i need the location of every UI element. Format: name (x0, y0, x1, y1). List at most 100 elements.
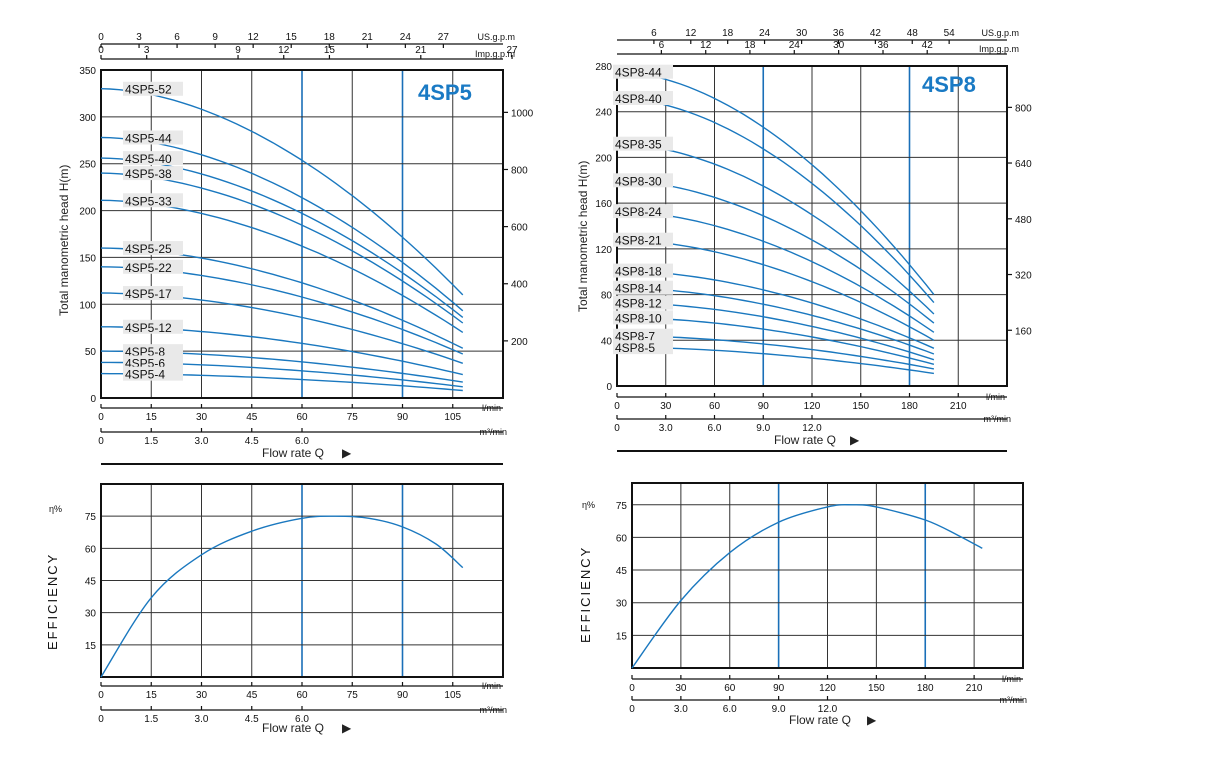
x-unit-us: US.g.p.m (981, 28, 1019, 38)
y2-tick-label: 640 (1015, 159, 1032, 170)
x-tick-label-m3: 1.5 (144, 714, 158, 725)
series-line (100, 515, 464, 678)
x-tick-label-m3: 12.0 (802, 423, 822, 434)
x-tick-label-lmin: 180 (901, 401, 918, 412)
series-label: 4SP5-38 (125, 167, 172, 181)
series-label: 4SP5-17 (125, 287, 172, 301)
series-label-bg (123, 166, 183, 181)
x-tick-label-imp: 0 (98, 45, 104, 56)
y-tick-label: 15 (85, 641, 97, 652)
x-tick-label-lmin: 60 (709, 401, 721, 412)
x-tick-label-m3: 12.0 (818, 704, 838, 715)
x-tick-label-us: 54 (944, 28, 956, 39)
efficiency-axis-label-4sp5: EFFICIENCY (45, 553, 60, 650)
flow-label-4sp5-head: Flow rate Q (262, 446, 324, 460)
x-tick-label-us: 6 (651, 28, 657, 39)
x-tick-label-imp: 9 (235, 45, 241, 56)
x-tick-label-imp: 18 (744, 40, 756, 51)
y-tick-label: 150 (79, 253, 96, 264)
x-tick-label-lmin: 105 (444, 690, 461, 701)
series-label-bg (613, 91, 673, 105)
x-unit-lmin: l/min (482, 681, 501, 691)
series-label-bg (613, 280, 673, 295)
series-label-bg (613, 310, 673, 325)
series-label: 4SP8-40 (615, 92, 662, 106)
series-label: 4SP5-44 (125, 131, 172, 145)
x-tick-label-m3: 6.0 (295, 436, 309, 447)
series-label-bg (613, 340, 673, 355)
head-axis-label-4sp8: Total manometric head H(m) (576, 161, 590, 312)
x-unit-us: US.g.p.m (477, 32, 515, 42)
x-tick-label-lmin: 75 (347, 690, 359, 701)
series-label: 4SP8-44 (615, 66, 662, 80)
x-tick-label-lmin: 30 (675, 683, 687, 694)
x-tick-label-m3: 4.5 (245, 714, 259, 725)
y2-tick-label: 320 (1015, 271, 1032, 282)
series-label: 4SP8-10 (615, 311, 662, 325)
y-tick-label: 250 (79, 160, 96, 171)
x-tick-label-imp: 30 (833, 40, 845, 51)
x-tick-label-m3: 6.0 (295, 714, 309, 725)
x-tick-label-lmin: 180 (917, 683, 934, 694)
x-tick-label-m3: 3.0 (659, 423, 673, 434)
x-tick-label-m3: 3.0 (674, 704, 688, 715)
x-tick-label-imp: 6 (659, 40, 665, 51)
series-label: 4SP8-24 (615, 205, 662, 219)
series-label-bg (613, 295, 673, 310)
x-tick-label-lmin: 15 (146, 690, 158, 701)
series-label-bg (613, 173, 673, 188)
y-tick-label: 75 (616, 501, 628, 512)
x-tick-label-us: 18 (324, 32, 336, 43)
series-label: 4SP8-35 (615, 138, 662, 152)
y-tick-label: 160 (595, 199, 612, 210)
x-tick-label-m3: 0 (614, 423, 620, 434)
chart-4sp5-efficiency: 15 30 45 60 75 0 15 30 45 60 75 90 105 l/min 0 1.5 3.0 4.… (85, 483, 507, 725)
x-tick-label-us: 15 (286, 32, 298, 43)
series-label: 4SP5-4 (125, 368, 165, 382)
x-tick-label-lmin: 90 (397, 690, 409, 701)
x-tick-label-m3: 9.0 (756, 423, 770, 434)
plot-frame (616, 65, 1008, 387)
x-tick-label-lmin: 45 (246, 690, 258, 701)
x-tick-label-lmin: 90 (773, 683, 785, 694)
y2-tick-label: 400 (511, 280, 528, 291)
series-label-bg (123, 319, 183, 334)
series-label: 4SP5-52 (125, 83, 172, 97)
plot-frame (631, 482, 1024, 669)
y-tick-label: 80 (601, 291, 613, 302)
x-tick-label-us: 24 (400, 32, 412, 43)
x-tick-label-lmin: 60 (296, 412, 308, 423)
x-unit-imp: Imp.g.p.m (979, 44, 1019, 54)
x-tick-label-m3: 3.0 (195, 436, 209, 447)
flow-arrow-4sp8-eff: ▶ (867, 713, 877, 727)
plot-frame (100, 69, 504, 399)
x-tick-label-m3: 9.0 (772, 704, 786, 715)
x-tick-label-imp: 12 (278, 45, 290, 56)
series-label-bg (123, 355, 183, 370)
x-tick-label-m3: 0 (629, 704, 635, 715)
series-label-bg (613, 204, 673, 219)
plot-frame (100, 483, 504, 678)
x-unit-lmin: l/min (1002, 674, 1021, 684)
model-title: 4SP5 (418, 80, 472, 105)
x-tick-label-imp: 21 (415, 45, 427, 56)
x-tick-label-lmin: 60 (724, 683, 736, 694)
series-label-bg (123, 286, 183, 301)
x-tick-label-lmin: 150 (868, 683, 885, 694)
x-tick-label-lmin: 150 (852, 401, 869, 412)
x-tick-label-us: 0 (98, 32, 104, 43)
y-tick-label: 30 (616, 599, 628, 610)
x-tick-label-us: 3 (136, 32, 142, 43)
efficiency-unit-4sp8: η% (582, 500, 595, 510)
x-tick-label-imp: 15 (324, 45, 336, 56)
y-tick-label: 200 (79, 207, 96, 218)
x-tick-label-lmin: 120 (804, 401, 821, 412)
y2-tick-label: 800 (511, 165, 528, 176)
chart-4sp8-efficiency: 15 30 45 60 75 0 30 60 90 120 150 180 210 l/min 0 3.0 6.… (616, 482, 1027, 715)
y-tick-label: 40 (601, 336, 613, 347)
series-line (616, 71, 935, 296)
series-label-bg (123, 130, 183, 145)
series-label: 4SP5-40 (125, 152, 172, 166)
series-label: 4SP5-22 (125, 261, 172, 275)
